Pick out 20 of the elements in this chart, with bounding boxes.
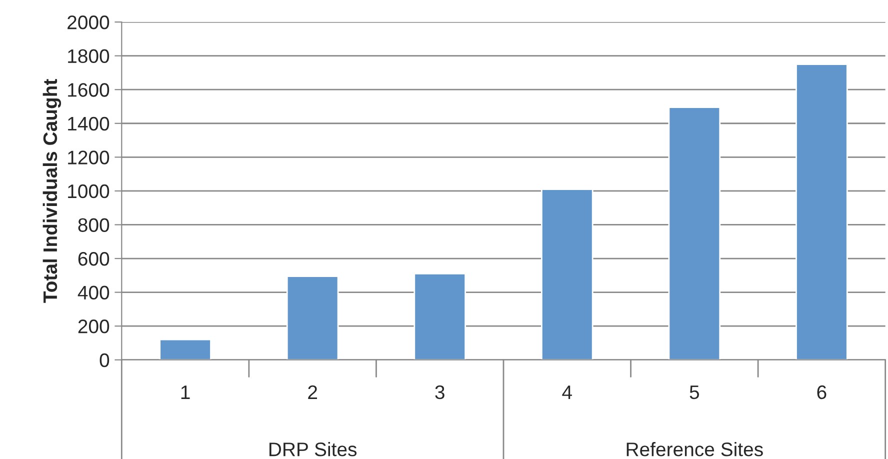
y-tick-label: 200 [78,320,110,334]
text: DRP Sites [270,442,357,456]
x-tick-label: 1 [181,386,190,399]
y-tick-label: 1400 [68,116,110,131]
x-tick-label: 3 [435,385,444,400]
y-axis-title: Total Individuals Caught [42,79,62,303]
x-tick-label: 4 [562,386,572,399]
y-tick-label: 1800 [68,49,110,64]
text: Reference Sites [626,442,763,456]
x-tick-label: 6 [817,385,826,400]
y-tick-label: 400 [78,286,110,300]
x-tick-label: 5 [690,386,700,400]
y-tick-label: 0 [100,353,110,368]
x-tick-label: 2 [308,385,318,399]
y-tick-label: 600 [78,252,110,266]
y-tick-label: 1600 [68,83,110,97]
y-tick-label: 800 [78,218,110,232]
y-tick-label: 1000 [68,184,110,198]
y-tick-label: 1200 [68,150,110,164]
y-tick-label: 2000 [68,16,110,30]
